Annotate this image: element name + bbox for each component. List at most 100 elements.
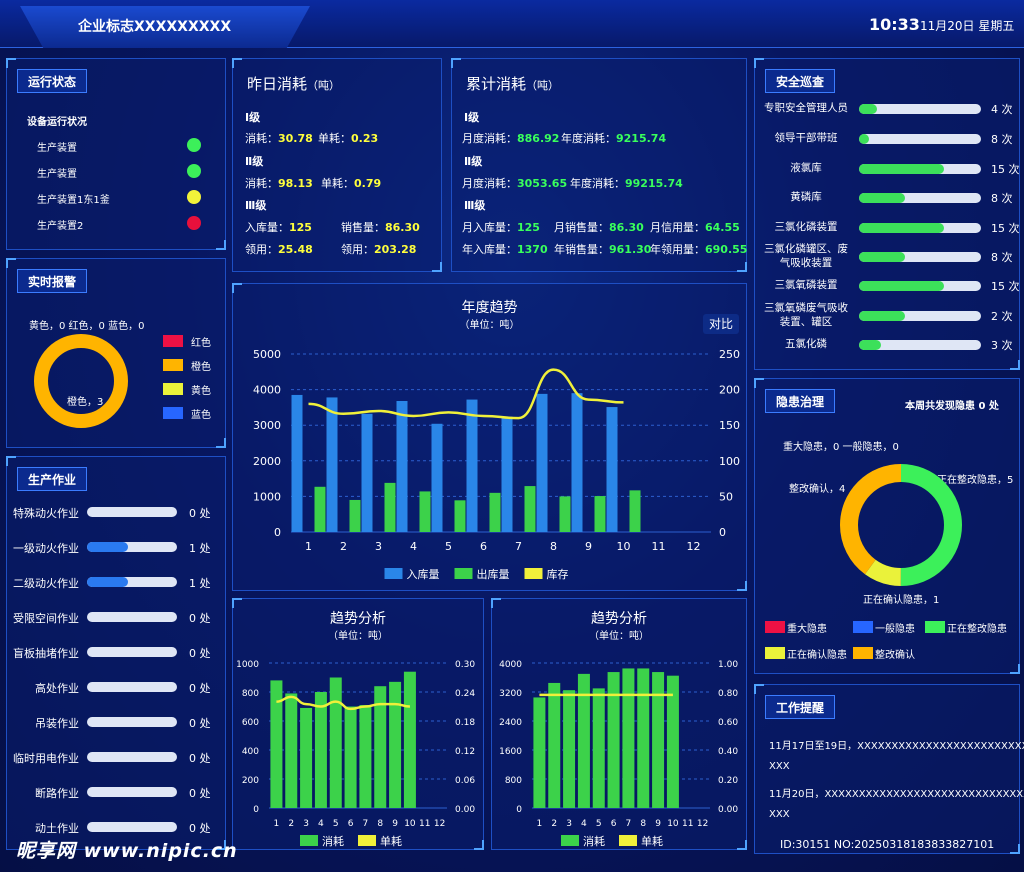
legend-swatch <box>561 835 579 846</box>
yesterday-g3-row4: 领用：203.28 <box>341 241 416 257</box>
label: 年领用量： <box>650 243 705 256</box>
legend-swatch <box>925 621 945 633</box>
value: 86.30 <box>609 221 644 234</box>
compare-button[interactable]: 对比 <box>703 314 739 334</box>
production-item-count: 0 处 <box>189 787 211 800</box>
legend-label: 正在确认隐患 <box>787 650 847 661</box>
x-tick-label: 12 <box>434 819 445 829</box>
y-tick-label: 200 <box>242 776 259 786</box>
cumulative-panel: 累计消耗（吨） Ⅰ级 月度消耗：886.92 年度消耗：9215.74 Ⅱ级 月… <box>451 58 747 272</box>
safety-item-count: 8 次 <box>991 192 1013 205</box>
trend-analysis-panel-2: 趋势分析 （单位：吨） 4000 1.00 3200 0.80 2400 0.60 1600 0.… <box>491 598 747 850</box>
reminder-line-2b: XXX <box>769 809 790 820</box>
bar-0-2 <box>563 690 576 808</box>
hazard-label-confirm: 整改确认，4 <box>789 484 846 495</box>
yesterday-g3-row3: 领用：25.48 <box>245 241 313 257</box>
chart-subtitle: （单位：吨） <box>328 629 388 642</box>
bar-0-5 <box>344 706 357 808</box>
production-progress-track <box>87 507 177 517</box>
safety-item-count: 15 次 <box>991 163 1020 176</box>
hazard-label-fixing: 正在整改隐患，5 <box>937 475 1014 486</box>
y2-tick-label: 0.00 <box>718 805 738 815</box>
annual-trend-panel: 年度趋势 （单位：吨） 5000 250 4000 200 3000 150 2000 100 10… <box>232 283 747 591</box>
label: 消耗： <box>245 132 278 145</box>
bar-1-9 <box>629 490 641 532</box>
legend-label: 库存 <box>547 567 569 581</box>
safety-item-label: 三氯化磷罐区、废气吸收装置 <box>764 243 848 269</box>
cum-g3-row5: 年销售量：961.30 <box>554 241 651 257</box>
yesterday-title-text: 昨日消耗 <box>247 75 308 93</box>
legend-swatch <box>384 568 403 579</box>
safety-item-label: 黄磷库 <box>790 191 822 203</box>
y2-tick-label: 250 <box>719 348 740 361</box>
value: 98.13 <box>278 177 313 190</box>
chart-title: 趋势分析 <box>330 611 386 627</box>
value: 99215.74 <box>625 177 683 190</box>
label: 消耗： <box>245 177 278 190</box>
y2-tick-label: 0.06 <box>455 776 475 786</box>
logo-banner <box>20 6 310 48</box>
legend-label: 整改确认 <box>875 650 915 661</box>
yesterday-unit: （吨） <box>307 79 341 92</box>
x-tick-label: 3 <box>566 819 572 829</box>
value: 25.48 <box>278 243 313 256</box>
clock-date: 11月20日 星期五 <box>920 19 1015 33</box>
production-progress-track <box>87 717 177 727</box>
y2-tick-label: 50 <box>719 490 733 503</box>
production-progress-track <box>87 787 177 797</box>
chart-title: 趋势分析 <box>591 611 647 627</box>
bar-0-8 <box>652 672 665 808</box>
reminder-line-1b: XXX <box>769 761 790 772</box>
x-tick-label: 12 <box>697 819 708 829</box>
yesterday-title: 昨日消耗（吨） <box>247 73 340 94</box>
bar-0-9 <box>606 407 618 532</box>
safety-title: 安全巡查 <box>765 69 836 93</box>
safety-item-count: 3 次 <box>991 339 1013 352</box>
bar-0-9 <box>403 671 416 808</box>
production-progress-fill <box>87 542 128 552</box>
watermark-logo: 昵享网 www.nipic.cn <box>16 840 238 862</box>
safety-progress-track <box>859 340 981 350</box>
x-tick-label: 4 <box>581 819 587 829</box>
hazard-donut <box>840 464 962 586</box>
safety-item-label: 三氯化磷装置 <box>774 221 838 233</box>
production-title: 生产作业 <box>17 467 88 491</box>
production-item-count: 0 处 <box>189 717 211 730</box>
production-item-label: 吊装作业 <box>35 717 79 730</box>
bar-0-2 <box>300 707 313 808</box>
y-tick-label: 1000 <box>236 660 259 670</box>
y2-tick-label: 150 <box>719 419 740 432</box>
safety-progress-fill <box>859 134 869 144</box>
y-tick-label: 4000 <box>253 384 281 397</box>
x-tick-label: 9 <box>392 819 398 829</box>
safety-progress-fill <box>859 281 945 291</box>
legend-label: 单耗 <box>641 835 663 848</box>
header-bar: 企业标志XXXXXXXXX 10:33 11月20日 星期五 <box>0 0 1024 48</box>
production-progress-fill <box>87 577 128 587</box>
chart-subtitle: （单位：吨） <box>589 629 649 642</box>
yesterday-panel: 昨日消耗（吨） Ⅰ级 消耗：30.78 单耗：0.23 Ⅱ级 消耗：98.13 … <box>232 58 442 272</box>
production-item-label: 一级动火作业 <box>13 542 79 555</box>
cumulative-grade-3: Ⅲ级 <box>464 199 486 212</box>
x-tick-label: 12 <box>687 540 701 553</box>
y-tick-label: 3200 <box>499 689 522 699</box>
bar-0-0 <box>533 697 546 808</box>
legend-swatch <box>765 647 785 659</box>
bar-0-5 <box>466 399 478 532</box>
y2-tick-label: 0.40 <box>718 747 738 757</box>
bar-0-4 <box>329 677 342 808</box>
yesterday-g2-row: 消耗：98.13 <box>245 175 313 191</box>
y2-tick-label: 200 <box>719 384 740 397</box>
label: 年入库量： <box>462 243 517 256</box>
bar-0-3 <box>314 692 327 808</box>
label: 销售量： <box>341 221 385 234</box>
safety-progress-track <box>859 134 981 144</box>
y-tick-label: 0 <box>516 805 522 815</box>
safety-progress-track <box>859 252 981 262</box>
cumulative-title-text: 累计消耗 <box>466 75 527 93</box>
bar-0-3 <box>396 400 408 532</box>
legend-swatch <box>300 835 318 846</box>
value: 1370 <box>517 243 548 256</box>
bar-1-8 <box>594 496 606 532</box>
alarm-panel: 实时报警 黄色，0 红色，0 蓝色，0 橙色，3 红色 橙色 黄色 蓝色 <box>6 258 226 448</box>
